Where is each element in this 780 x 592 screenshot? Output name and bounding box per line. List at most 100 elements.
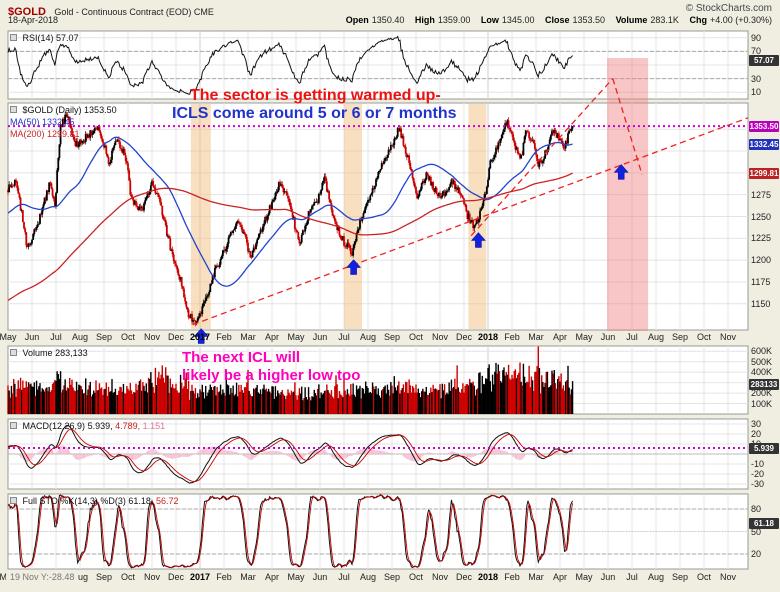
- x-month-label: May: [287, 572, 305, 582]
- price-series-value: 1353.50: [84, 105, 117, 115]
- x-month-label: Oct: [408, 332, 424, 342]
- annotation-icl-months: ICLS come around 5 or 6 or 7 months: [172, 105, 457, 122]
- high-value: 1359.00: [437, 15, 471, 25]
- x-month-label: Mar: [240, 572, 256, 582]
- x-month-label: Mar: [240, 332, 256, 342]
- annotation-next-icl-line1: The next ICL will: [182, 349, 301, 366]
- projected-icl: [607, 58, 649, 331]
- x-month-label: Jun: [600, 332, 616, 342]
- x-month-label: Mar: [528, 572, 544, 582]
- x-month-label: Dec: [167, 572, 185, 582]
- volume-bars: [7, 346, 574, 414]
- x-month-label: Apr: [264, 572, 280, 582]
- x-month-label: Feb: [216, 572, 232, 582]
- open-value: 1350.40: [371, 15, 405, 25]
- x-month-label: Jul: [626, 332, 638, 342]
- x-month-label: Apr: [552, 332, 568, 342]
- icl-dec-2017: [468, 104, 487, 329]
- sto-name: Full STO %K(14,3) %D(3): [22, 496, 126, 506]
- rsi-panel-label: RSI(14) 57.07: [10, 33, 79, 43]
- ma200-name: MA(200): [10, 129, 45, 139]
- crosshair-readout: 19 Nov Y:-28.48: [6, 572, 79, 582]
- indicator-icon[interactable]: [10, 34, 17, 41]
- ma200-value-box: 1299.81: [749, 168, 779, 179]
- ma200-line: [7, 172, 573, 301]
- x-month-label: Apr: [552, 572, 568, 582]
- x-month-label: Apr: [264, 332, 280, 342]
- rsi-line: [7, 35, 573, 95]
- highlight-bands: [190, 58, 649, 331]
- macd-signal-value: 4.789,: [115, 421, 141, 431]
- macd-value: 5.939,: [87, 421, 113, 431]
- annotation-next-icl-line2: likely be a higher low too: [182, 367, 361, 384]
- x-month-label: Dec: [167, 332, 185, 342]
- sto-value-box: 61.18: [749, 518, 779, 529]
- sto-panel-label: Full STO %K(14,3) %D(3) 61.18, 56.72: [10, 496, 178, 506]
- x-month-label: Aug: [647, 332, 665, 342]
- volume-value: 283.1K: [650, 15, 679, 25]
- x-month-label: Aug: [359, 332, 377, 342]
- x-month-label: Sep: [383, 332, 401, 342]
- volume-total: 283,133: [55, 348, 88, 358]
- x-month-label: Feb: [216, 332, 232, 342]
- close-value: 1353.50: [572, 15, 606, 25]
- sto-k-value: 61.18,: [128, 496, 154, 506]
- x-month-label: Jun: [600, 572, 616, 582]
- volume-name: Volume: [22, 348, 53, 358]
- sto-d-value: 56.72: [155, 496, 179, 506]
- macd-name: MACD(12,26,9): [22, 421, 86, 431]
- price-legend-symbol: $GOLD (Daily) 1353.50: [10, 105, 117, 115]
- x-month-label: Oct: [120, 572, 136, 582]
- indicator-icon[interactable]: [10, 497, 17, 504]
- macd-panel-label: MACD(12,26,9) 5.939, 4.789, 1.151: [10, 421, 165, 431]
- macd-value-box: 5.939: [749, 443, 779, 454]
- annotation-sector-warmup: The sector is getting warmed up-: [190, 87, 441, 104]
- x-month-label: Sep: [95, 332, 113, 342]
- x-month-label: 2018: [477, 572, 499, 582]
- x-month-label: 2017: [189, 332, 211, 342]
- ma50-value: 1332.45: [42, 117, 75, 127]
- x-month-label: Oct: [120, 332, 136, 342]
- ma200-value: 1299.81: [47, 129, 80, 139]
- volume-value-box: 283133: [749, 379, 779, 390]
- x-month-label: Nov: [719, 572, 737, 582]
- x-month-label: Aug: [71, 572, 89, 582]
- projected-decline-line: [612, 78, 643, 175]
- x-month-label: May: [287, 332, 305, 342]
- x-month-label: Aug: [71, 332, 89, 342]
- rsi-value-box: 57.07: [749, 55, 779, 66]
- x-month-label: May: [575, 572, 593, 582]
- x-month-label: Feb: [504, 572, 520, 582]
- cycle-low-arrows: [193, 163, 629, 344]
- x-month-label: Mar: [528, 332, 544, 342]
- chart-header: $GOLD Gold - Continuous Contract (EOD) C…: [8, 2, 772, 18]
- x-month-label: Oct: [408, 572, 424, 582]
- price-legend-ma50: MA(50) 1332.45: [10, 117, 75, 127]
- cycle-low-arrow: [346, 259, 362, 275]
- x-month-label: Dec: [455, 572, 473, 582]
- last-price-box: 1353.50: [749, 121, 779, 132]
- stochastic-k-line: [7, 494, 574, 569]
- open-label: Open: [345, 15, 369, 25]
- x-month-label: Dec: [455, 332, 473, 342]
- x-month-label: Jul: [50, 332, 62, 342]
- close-label: Close: [544, 15, 570, 25]
- x-month-label: Oct: [696, 332, 712, 342]
- x-month-label: Jul: [626, 572, 638, 582]
- candlestick-icon[interactable]: [10, 106, 17, 113]
- ticker-symbol: $GOLD: [8, 6, 46, 18]
- x-month-label: Jun: [312, 572, 328, 582]
- candlestick-series: [7, 112, 574, 327]
- ma50-line: [7, 136, 573, 287]
- stockcharts-credit[interactable]: © StockCharts.com: [685, 3, 772, 14]
- x-month-label: Sep: [671, 572, 689, 582]
- x-month-label: Jul: [338, 572, 350, 582]
- indicator-icon[interactable]: [10, 422, 17, 429]
- bar-indicator-icon[interactable]: [10, 349, 17, 356]
- volume-panel-label: Volume 283,133: [10, 348, 88, 358]
- x-month-label: Nov: [143, 572, 161, 582]
- trendlines: [192, 78, 749, 326]
- volume-label: Volume: [615, 15, 648, 25]
